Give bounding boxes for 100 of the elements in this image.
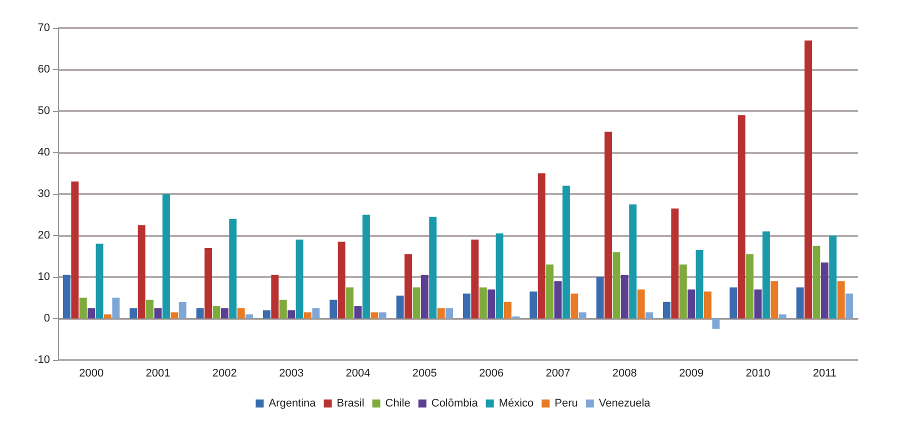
- bar: [229, 218, 237, 318]
- bar: [112, 298, 120, 318]
- bar: [196, 308, 204, 318]
- bar: [463, 294, 470, 318]
- legend-label: Venezuela: [598, 398, 652, 410]
- bar: [429, 216, 437, 318]
- bar: [104, 314, 112, 318]
- bar: [770, 281, 778, 318]
- bar: [612, 252, 620, 318]
- y-tick-label: 10: [38, 271, 50, 283]
- bar: [620, 274, 628, 318]
- bar: [629, 204, 637, 318]
- y-tick-label: -10: [34, 354, 50, 366]
- bar: [446, 308, 453, 318]
- legend-label: México: [498, 398, 534, 410]
- bar: [530, 292, 538, 318]
- bar: [778, 314, 786, 318]
- legend-label: Colômbia: [431, 398, 479, 410]
- bar: [437, 308, 445, 318]
- bar: [546, 264, 554, 318]
- bar: [138, 225, 146, 318]
- bar: [162, 194, 170, 318]
- bar: [296, 240, 304, 318]
- bar: [570, 294, 578, 318]
- bar: [829, 236, 837, 318]
- bar: [312, 308, 320, 318]
- bar: [596, 277, 604, 318]
- bar: [578, 312, 586, 318]
- x-tick-label: 2001: [146, 368, 170, 380]
- bar: [412, 287, 420, 318]
- bar: [696, 250, 704, 318]
- bar: [370, 312, 378, 318]
- y-tick-label: 20: [38, 230, 50, 242]
- y-tick-label: 0: [44, 312, 50, 324]
- bar: [637, 289, 645, 318]
- bar: [846, 294, 853, 318]
- bar: [554, 281, 562, 318]
- x-tick-label: 2006: [479, 368, 504, 380]
- x-tick-label: 2000: [79, 368, 104, 380]
- x-tick-label: 2003: [279, 368, 304, 380]
- bar: [762, 231, 770, 318]
- bar: [404, 254, 412, 318]
- bar: [471, 240, 479, 318]
- bar: [212, 306, 220, 318]
- y-tick-label: 60: [38, 64, 50, 76]
- bar: [730, 287, 738, 318]
- legend-label: Chile: [385, 398, 410, 410]
- bar: [130, 308, 138, 318]
- x-tick-label: 2011: [812, 368, 836, 380]
- bar: [170, 312, 178, 318]
- legend-label: Brasil: [336, 398, 364, 410]
- bar: [338, 242, 346, 318]
- bar: [237, 308, 245, 318]
- bar: [496, 233, 504, 318]
- bar: [796, 287, 804, 318]
- bar: [378, 312, 386, 318]
- bar: [604, 132, 612, 318]
- bar: [279, 300, 287, 318]
- bar: [746, 254, 754, 318]
- x-tick-label: 2009: [679, 368, 704, 380]
- x-tick-label: 2002: [212, 368, 237, 380]
- bar: [354, 306, 362, 318]
- bar: [704, 292, 712, 318]
- bar: [246, 314, 253, 318]
- bar: [71, 182, 79, 318]
- legend-label: Argentina: [268, 398, 317, 410]
- x-tick-label: 2007: [546, 368, 570, 380]
- bar: [562, 186, 570, 318]
- bar: [479, 287, 487, 318]
- bar: [663, 302, 670, 318]
- bar: [330, 300, 338, 318]
- x-tick-label: 2005: [412, 368, 437, 380]
- y-tick-label: 70: [38, 22, 50, 34]
- bar: [178, 302, 186, 318]
- bar: [688, 289, 696, 318]
- bar: [538, 173, 546, 318]
- bar: [63, 274, 70, 318]
- bar: [88, 308, 96, 318]
- bar: [504, 302, 512, 318]
- bar: [304, 312, 312, 318]
- bar: [488, 289, 496, 318]
- bar: [646, 312, 653, 318]
- x-tick-label: 2008: [612, 368, 637, 380]
- bar: [96, 244, 104, 318]
- bar: [79, 298, 87, 318]
- bar: [362, 214, 370, 318]
- bar: [220, 308, 228, 318]
- y-tick-label: 30: [38, 188, 50, 200]
- bar: [679, 264, 687, 318]
- x-tick-label: 2010: [746, 368, 770, 380]
- bar: [146, 300, 154, 318]
- bar: [204, 248, 212, 318]
- bar: [288, 310, 296, 318]
- bar: [812, 246, 820, 318]
- bar: [420, 274, 428, 318]
- bar: [754, 289, 762, 318]
- bar: [271, 274, 279, 318]
- y-tick-label: 40: [38, 146, 50, 158]
- y-tick-label: 50: [38, 105, 50, 117]
- x-tick-label: 2004: [346, 368, 370, 380]
